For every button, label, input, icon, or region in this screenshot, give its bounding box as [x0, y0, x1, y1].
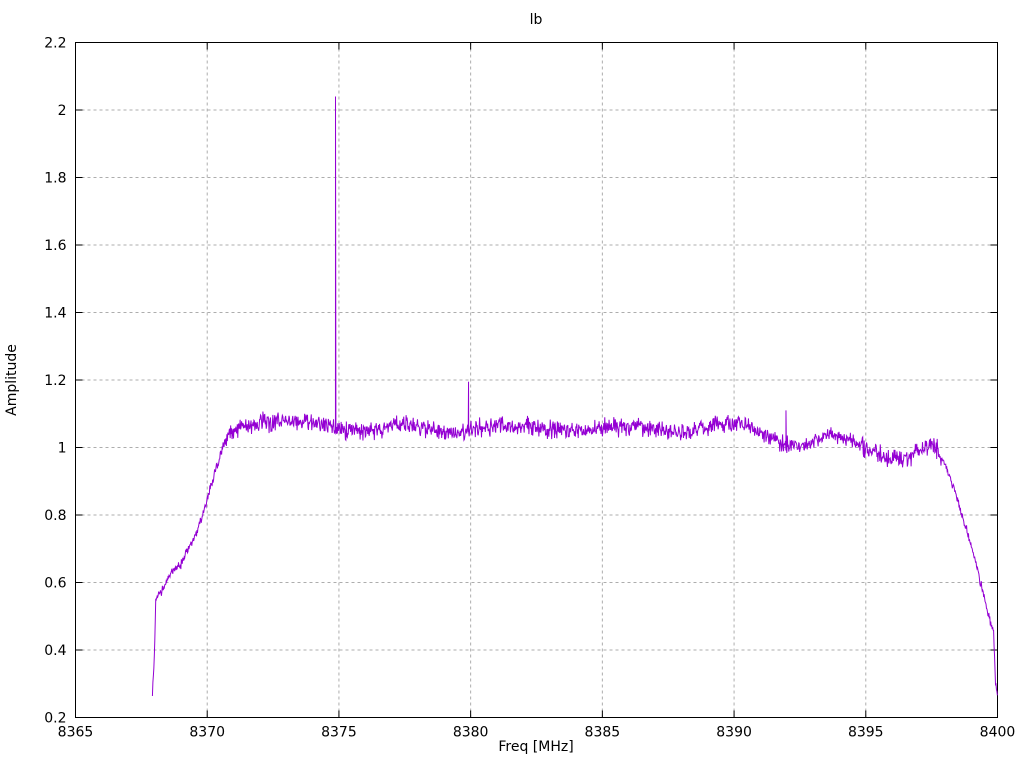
x-tick-label: 8370	[189, 725, 225, 741]
x-tick-label: 8400	[980, 725, 1016, 741]
x-tick-label: 8375	[321, 725, 357, 741]
y-tick-label: 2	[58, 103, 67, 119]
y-tick-label: 0.4	[44, 643, 66, 659]
series-line	[151, 96, 998, 697]
x-tick-label: 8380	[453, 725, 489, 741]
chart-title: lb	[529, 12, 543, 28]
x-tick-label: 8390	[716, 725, 752, 741]
y-tick-label: 0.8	[44, 508, 66, 524]
x-tick-label: 8385	[585, 725, 621, 741]
y-tick-label: 0.6	[44, 576, 66, 592]
y-tick-label: 1.6	[44, 238, 66, 254]
y-tick-label: 1.2	[44, 373, 66, 389]
y-tick-label: 1.8	[44, 171, 66, 187]
y-tick-label: 1	[58, 441, 67, 457]
x-axis-label: Freq [MHz]	[498, 739, 574, 755]
x-tick-label: 8395	[848, 725, 884, 741]
y-axis-label: Amplitude	[4, 344, 20, 416]
x-tick-label: 8365	[58, 725, 94, 741]
y-tick-label: 1.4	[44, 306, 66, 322]
y-tick-label: 2.2	[44, 36, 66, 52]
y-tick-label: 0.2	[44, 711, 66, 727]
